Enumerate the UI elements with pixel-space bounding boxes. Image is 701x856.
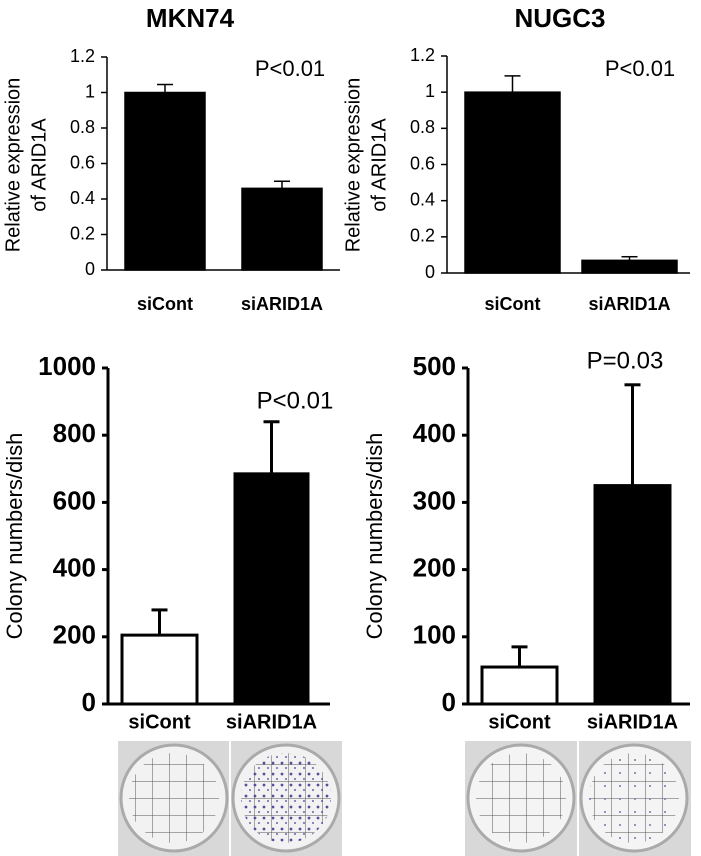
annotation: P<0.01 (605, 56, 675, 81)
chart-title: NUGC3 (514, 3, 605, 33)
x-tick-label: siCont (128, 711, 191, 733)
annotation: P<0.01 (257, 387, 334, 414)
x-tick-label: siCont (485, 294, 541, 314)
y-tick-label: 1 (425, 81, 435, 101)
bar (241, 187, 323, 271)
y-tick-label: 0.4 (70, 188, 95, 208)
x-tick-label: siARID1A (226, 711, 317, 733)
bar (593, 484, 672, 706)
chart-title: MKN74 (146, 3, 235, 33)
y-tick-label: 0.2 (410, 226, 435, 246)
y-tick-label: 0 (442, 687, 456, 717)
y-tick-label: 0.8 (70, 117, 95, 137)
y-tick-label: 200 (413, 552, 456, 582)
y-axis-label: Colony numbers/dish (362, 433, 387, 640)
y-tick-label: 0 (82, 687, 96, 717)
y-tick-label: 0.2 (70, 223, 95, 243)
y-tick-label: 1000 (38, 351, 96, 381)
dish-photos (118, 741, 691, 856)
x-tick-label: siCont (137, 294, 193, 314)
bar (581, 259, 678, 274)
y-axis-label: of ARID1A (28, 118, 50, 212)
y-tick-label: 100 (413, 620, 456, 650)
y-axis-label: of ARID1A (368, 118, 390, 212)
bar (233, 472, 310, 706)
y-tick-label: 0.4 (410, 189, 435, 209)
y-tick-label: 1 (85, 81, 95, 101)
bar (124, 91, 206, 271)
y-tick-label: 800 (53, 418, 96, 448)
x-tick-label: siARID1A (588, 294, 670, 314)
y-tick-label: 500 (413, 351, 456, 381)
y-tick-label: 0.8 (410, 117, 435, 137)
y-tick-label: 1.2 (410, 45, 435, 65)
y-axis-label: Relative expression (342, 78, 364, 253)
x-tick-label: siARID1A (241, 294, 323, 314)
y-tick-label: 300 (413, 485, 456, 515)
bar (464, 91, 561, 274)
annotation: P=0.03 (587, 347, 664, 374)
x-tick-label: siARID1A (587, 711, 678, 733)
y-axis-label: Colony numbers/dish (2, 433, 27, 640)
bar (480, 665, 559, 706)
y-tick-label: 0 (85, 259, 95, 279)
y-tick-label: 600 (53, 485, 96, 515)
y-tick-label: 400 (53, 552, 96, 582)
y-tick-label: 400 (413, 418, 456, 448)
y-tick-label: 200 (53, 620, 96, 650)
annotation: P<0.01 (255, 56, 325, 81)
y-tick-label: 1.2 (70, 46, 95, 66)
x-tick-label: siCont (488, 711, 551, 733)
y-axis-label: Relative expression (2, 78, 24, 253)
y-tick-label: 0.6 (410, 153, 435, 173)
bar (120, 633, 199, 706)
y-tick-label: 0.6 (70, 152, 95, 172)
y-tick-label: 0 (425, 262, 435, 282)
